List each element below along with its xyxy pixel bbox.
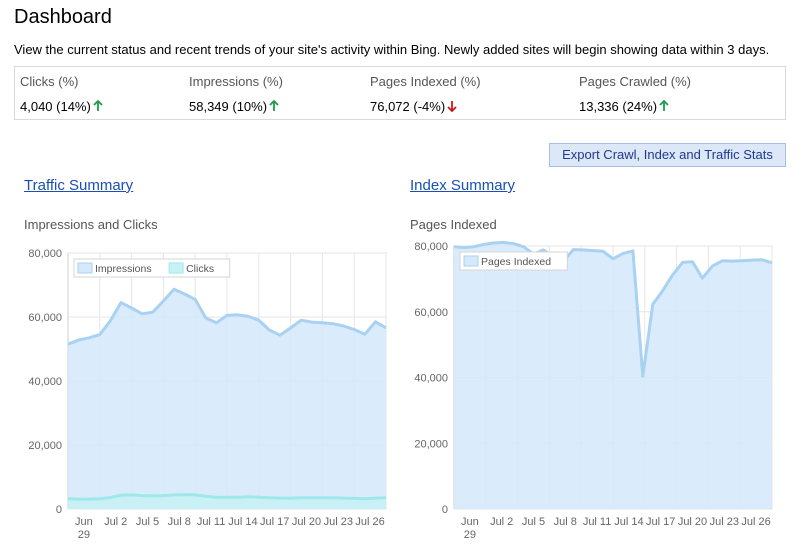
- x-tick-label: Jul 20: [678, 516, 707, 528]
- y-tick-label: 40,000: [28, 376, 62, 388]
- stat-value: 4,040 (14%): [20, 99, 103, 114]
- y-tick-label: 20,000: [414, 438, 448, 450]
- legend-label: Impressions: [95, 263, 152, 275]
- x-tick-label: Jul 2: [490, 516, 513, 528]
- export-stats-button[interactable]: Export Crawl, Index and Traffic Stats: [549, 143, 786, 167]
- x-tick-label: Jul 11: [197, 516, 226, 528]
- series-area-pages-indexed: [454, 242, 772, 509]
- x-tick-label: Jul 5: [136, 516, 159, 528]
- arrow-up-icon: [269, 100, 279, 111]
- x-tick-label: Jul 20: [292, 516, 321, 528]
- page-description: View the current status and recent trend…: [14, 42, 770, 57]
- stat-label: Pages Indexed (%): [370, 74, 481, 89]
- chart-legend: Impressions Clicks: [73, 258, 231, 278]
- legend-label: Pages Indexed: [481, 256, 551, 268]
- arrow-down-icon: [447, 101, 457, 112]
- traffic-chart-subtitle: Impressions and Clicks: [24, 217, 158, 232]
- legend-box: [73, 258, 231, 278]
- series-line-impressions: [67, 287, 387, 346]
- page-title: Dashboard: [14, 6, 112, 28]
- traffic-summary-link[interactable]: Traffic Summary: [24, 177, 134, 194]
- index-summary-link[interactable]: Index Summary: [410, 177, 516, 194]
- arrow-up-icon: [659, 100, 669, 111]
- stats-panel: Clicks (%) 4,040 (14%) Impressions (%) 5…: [14, 66, 786, 120]
- stat-value: 58,349 (10%): [189, 99, 279, 114]
- x-tick-label: Jun: [75, 516, 93, 528]
- x-tick-label: 29: [78, 529, 90, 541]
- arrow-up-icon: [93, 100, 103, 111]
- x-tick-label: Jul 11: [583, 516, 612, 528]
- y-tick-label: 60,000: [28, 312, 62, 324]
- y-tick-label: 20,000: [28, 440, 62, 452]
- legend-label: Clicks: [186, 263, 214, 275]
- x-tick-label: Jul 23: [710, 516, 739, 528]
- x-tick-label: Jul 14: [614, 516, 643, 528]
- x-tick-label: Jun: [461, 516, 479, 528]
- x-tick-label: Jul 2: [104, 516, 127, 528]
- series-area-impressions: [68, 289, 386, 509]
- x-tick-label: Jul 26: [741, 516, 770, 528]
- legend-swatch: [77, 262, 93, 274]
- y-tick-label: 80,000: [414, 241, 448, 253]
- x-tick-label: Jul 17: [646, 516, 675, 528]
- x-tick-label: Jul 14: [228, 516, 257, 528]
- x-tick-label: 29: [464, 529, 476, 541]
- legend-swatch: [168, 262, 184, 274]
- chart-legend: Pages Indexed: [459, 251, 568, 271]
- stat-value: 13,336 (24%): [579, 99, 669, 114]
- x-tick-label: Jul 5: [522, 516, 545, 528]
- series-line-pages-indexed: [453, 240, 773, 378]
- x-tick-label: Jul 8: [554, 516, 577, 528]
- y-tick-label: 0: [56, 504, 62, 516]
- stat-label: Clicks (%): [20, 74, 79, 89]
- y-tick-label: 80,000: [28, 248, 62, 260]
- x-tick-label: Jul 8: [168, 516, 191, 528]
- x-tick-label: Jul 23: [324, 516, 353, 528]
- x-tick-label: Jul 26: [355, 516, 384, 528]
- series-line-clicks: [67, 493, 387, 501]
- stat-value: 76,072 (-4%): [370, 99, 457, 114]
- y-tick-label: 60,000: [414, 307, 448, 319]
- index-chart-subtitle: Pages Indexed: [410, 217, 497, 232]
- y-tick-label: 40,000: [414, 373, 448, 385]
- stat-label: Pages Crawled (%): [579, 74, 691, 89]
- legend-box: [459, 251, 568, 271]
- stat-label: Impressions (%): [189, 74, 283, 89]
- legend-swatch: [463, 255, 479, 267]
- x-tick-label: Jul 17: [260, 516, 289, 528]
- y-tick-label: 0: [442, 504, 448, 516]
